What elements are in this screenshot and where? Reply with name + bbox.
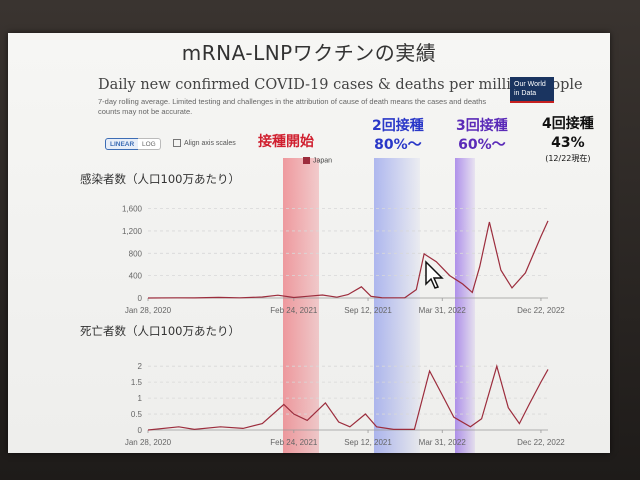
slide-title: mRNA-LNPワクチンの実績: [181, 41, 437, 65]
chart-title: Daily new confirmed COVID-19 cases & dea…: [98, 77, 583, 93]
y-tick-label: 1.5: [131, 378, 143, 387]
second-dose-title: 2回接種: [372, 118, 424, 134]
x-tick-label: Feb 24, 2021: [270, 306, 318, 315]
chart-panel-0: 0 400 800 1,200 1,600 Jan 28, 2020 Feb 24, 202…: [122, 205, 565, 315]
x-tick-label: Sep 12, 2021: [344, 438, 392, 447]
y-tick-label: 1: [138, 394, 143, 403]
legend-label: Japan: [313, 157, 333, 165]
legend-swatch: [303, 157, 310, 164]
x-tick-label: Sep 12, 2021: [344, 306, 392, 315]
fourth-dose-pct: 43%: [551, 135, 585, 151]
y-tick-label: 0: [138, 426, 143, 435]
owid-logo-line2: in Data: [514, 90, 537, 97]
owid-logo-line1: Our World: [514, 81, 546, 88]
x-tick-label: Dec 22, 2022: [517, 438, 565, 447]
vaccination-start-band: [283, 158, 319, 453]
series-line-0: [147, 220, 549, 299]
legend: Japan: [303, 157, 332, 164]
x-tick-label: Jan 28, 2020: [125, 306, 172, 315]
y-tick-label: 800: [129, 249, 143, 258]
y-tick-label: 0.5: [131, 410, 143, 419]
chart-panel-1: 0 0.5 1 1.5 2 Jan 28, 2020 Feb 24, 2021 Sep 12,…: [125, 362, 565, 447]
chart-subtitle: 7-day rolling average. Limited testing a…: [98, 97, 487, 116]
owid-logo: Our World in Data: [510, 77, 554, 103]
y-tick-label: 2: [138, 362, 143, 371]
x-tick-label: Mar 31, 2022: [419, 438, 467, 447]
y-tick-label: 400: [129, 272, 143, 281]
fourth-dose-note: (12/22現在): [545, 154, 591, 163]
x-tick-label: Mar 31, 2022: [419, 306, 467, 315]
y-tick-label: 1,600: [122, 205, 143, 214]
fourth-dose-title: 4回接種: [542, 116, 594, 132]
third-dose-band: [455, 158, 475, 453]
y-tick-label: 1,200: [122, 227, 143, 236]
x-tick-label: Dec 22, 2022: [517, 306, 565, 315]
vaccination-start-annotation: 接種開始: [258, 134, 314, 150]
fourth-dose-annotation: 4回接種 43% (12/22現在): [542, 115, 594, 165]
x-tick-label: Feb 24, 2021: [270, 438, 318, 447]
deaths-panel-label: 死亡者数（人口100万あたり）: [80, 324, 240, 338]
mouse-pointer-icon: [425, 260, 444, 289]
log-scale-button[interactable]: LOG: [138, 138, 161, 150]
chart-svg: 0 400 800 1,200 1,600 Jan 28, 2020 Feb 24, 202…: [122, 205, 565, 447]
cases-panel-label: 感染者数（人口100万あたり）: [80, 172, 240, 186]
third-dose-title: 3回接種: [456, 118, 508, 134]
align-axis-label: Align axis scales: [184, 140, 236, 147]
third-dose-annotation: 3回接種 60%〜: [456, 117, 508, 155]
second-dose-pct: 80%〜: [374, 137, 422, 153]
align-axis-checkbox[interactable]: Align axis scales: [173, 138, 236, 150]
series-line-1: [147, 363, 549, 431]
x-tick-label: Jan 28, 2020: [125, 438, 172, 447]
checkbox-icon[interactable]: [173, 139, 181, 148]
presentation-slide: mRNA-LNPワクチンの実績 Daily new confirmed COVI…: [8, 33, 610, 453]
third-dose-pct: 60%〜: [458, 137, 506, 153]
second-dose-annotation: 2回接種 80%〜: [372, 117, 424, 155]
y-tick-label: 0: [138, 294, 143, 303]
second-dose-band: [374, 158, 420, 453]
